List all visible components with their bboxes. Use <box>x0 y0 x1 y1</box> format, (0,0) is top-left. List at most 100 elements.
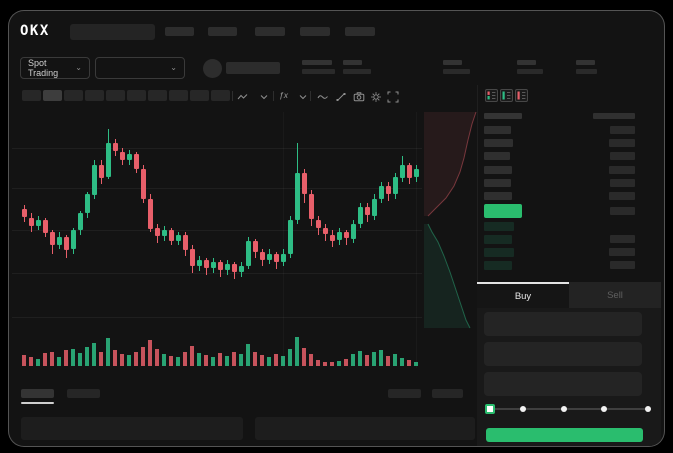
slider-stop[interactable] <box>601 406 607 412</box>
candle-wick <box>185 232 186 256</box>
ask-row-amount[interactable] <box>610 179 635 187</box>
slider-stop[interactable] <box>645 406 651 412</box>
ask-row-amount[interactable] <box>610 126 635 134</box>
timeframe-button[interactable] <box>43 90 62 101</box>
gridline <box>12 317 422 318</box>
timeframe-button[interactable] <box>64 90 83 101</box>
chevron-down-icon[interactable] <box>257 90 270 103</box>
bid-row-amount[interactable] <box>610 235 635 243</box>
buy-submit-button[interactable] <box>486 428 643 442</box>
timeframe-button[interactable] <box>148 90 167 101</box>
wave-icon[interactable] <box>316 90 329 103</box>
ask-row-amount[interactable] <box>609 139 635 147</box>
candle-wick <box>136 152 137 173</box>
slider-stop[interactable] <box>561 406 567 412</box>
amount-input[interactable] <box>484 342 642 366</box>
candle-wick <box>38 216 39 230</box>
bottom-action-placeholder[interactable] <box>432 389 463 398</box>
volume-bar <box>274 354 278 366</box>
bid-row-price[interactable] <box>484 261 512 270</box>
volume-bar <box>330 362 334 366</box>
trendline-icon[interactable] <box>334 90 347 103</box>
bottom-tab-order-history[interactable] <box>67 389 100 398</box>
ask-row-price[interactable] <box>484 166 512 174</box>
camera-icon[interactable] <box>352 90 365 103</box>
timeframe-button[interactable] <box>127 90 146 101</box>
bottom-action-placeholder[interactable] <box>388 389 421 398</box>
candle-wick <box>353 220 354 243</box>
price-input[interactable] <box>484 312 642 336</box>
nav-item-placeholder[interactable] <box>345 27 375 36</box>
volume-bar <box>92 343 96 366</box>
ask-row-amount[interactable] <box>609 192 635 200</box>
slider-stop[interactable] <box>520 406 526 412</box>
volume-bar <box>288 349 292 366</box>
volume-bar <box>197 353 201 366</box>
volume-bar <box>162 354 166 366</box>
candle-body <box>232 264 237 273</box>
tab-buy[interactable]: Buy <box>477 282 569 308</box>
timeframe-button[interactable] <box>106 90 125 101</box>
last-price-amount <box>610 207 635 215</box>
orderbook-both-icon[interactable] <box>485 89 498 102</box>
candle-wick <box>101 160 102 184</box>
candle-body <box>50 232 55 245</box>
ask-row-price[interactable] <box>484 152 510 160</box>
zigzag-icon[interactable] <box>236 90 249 103</box>
orders-table-placeholder <box>21 417 243 440</box>
ask-row-price[interactable] <box>484 126 511 134</box>
candle-body <box>176 235 181 242</box>
ask-row-amount[interactable] <box>609 166 635 174</box>
tab-sell[interactable]: Sell <box>569 282 661 308</box>
candle-body <box>197 260 202 267</box>
stat-label-placeholder <box>443 60 462 65</box>
candle-wick <box>94 160 95 199</box>
timeframe-button[interactable] <box>22 90 41 101</box>
total-input[interactable] <box>484 372 642 396</box>
ask-row-price[interactable] <box>484 179 511 187</box>
bid-row-price[interactable] <box>484 222 514 231</box>
candle-body <box>148 199 153 229</box>
orderbook-bids-icon[interactable] <box>500 89 513 102</box>
volume-bar <box>218 353 222 366</box>
bid-row-amount[interactable] <box>610 261 635 269</box>
bid-row-price[interactable] <box>484 248 514 257</box>
last-price-pill[interactable] <box>484 204 522 218</box>
candle-body <box>323 228 328 235</box>
bottom-tab-open-orders[interactable] <box>21 389 54 398</box>
candle-body <box>43 220 48 233</box>
stat-label-placeholder <box>517 60 536 65</box>
stat-value-placeholder <box>576 69 597 74</box>
pair-select[interactable]: ⌄ <box>95 57 185 79</box>
timeframe-button[interactable] <box>190 90 209 101</box>
candle-wick <box>283 249 284 266</box>
timeframe-button[interactable] <box>169 90 188 101</box>
fx-indicator-icon[interactable]: ƒx <box>279 90 288 100</box>
market-type-select[interactable]: Spot Trading ⌄ <box>20 57 90 79</box>
bid-row-amount[interactable] <box>609 248 635 256</box>
nav-item-placeholder[interactable] <box>165 27 194 36</box>
nav-item-placeholder[interactable] <box>208 27 237 36</box>
ask-row-amount[interactable] <box>610 152 635 160</box>
ask-row-price[interactable] <box>484 192 512 200</box>
fullscreen-icon[interactable] <box>386 90 399 103</box>
candle-wick <box>290 216 291 258</box>
chevron-down-icon[interactable] <box>296 90 309 103</box>
nav-item-placeholder[interactable] <box>255 27 285 36</box>
candle-body <box>36 220 41 227</box>
candle-body <box>120 152 125 161</box>
gear-icon[interactable] <box>369 90 382 103</box>
ask-row-price[interactable] <box>484 139 513 147</box>
nav-item-placeholder[interactable] <box>300 27 330 36</box>
volume-bar <box>85 347 89 366</box>
search-input[interactable] <box>70 24 155 40</box>
timeframe-button[interactable] <box>85 90 104 101</box>
timeframe-button[interactable] <box>211 90 230 101</box>
candle-body <box>393 177 398 194</box>
bid-row-price[interactable] <box>484 235 512 244</box>
orderbook-asks-icon[interactable] <box>515 89 528 102</box>
candle-wick <box>52 230 53 254</box>
slider-handle[interactable] <box>485 404 495 414</box>
candle-body <box>260 252 265 261</box>
